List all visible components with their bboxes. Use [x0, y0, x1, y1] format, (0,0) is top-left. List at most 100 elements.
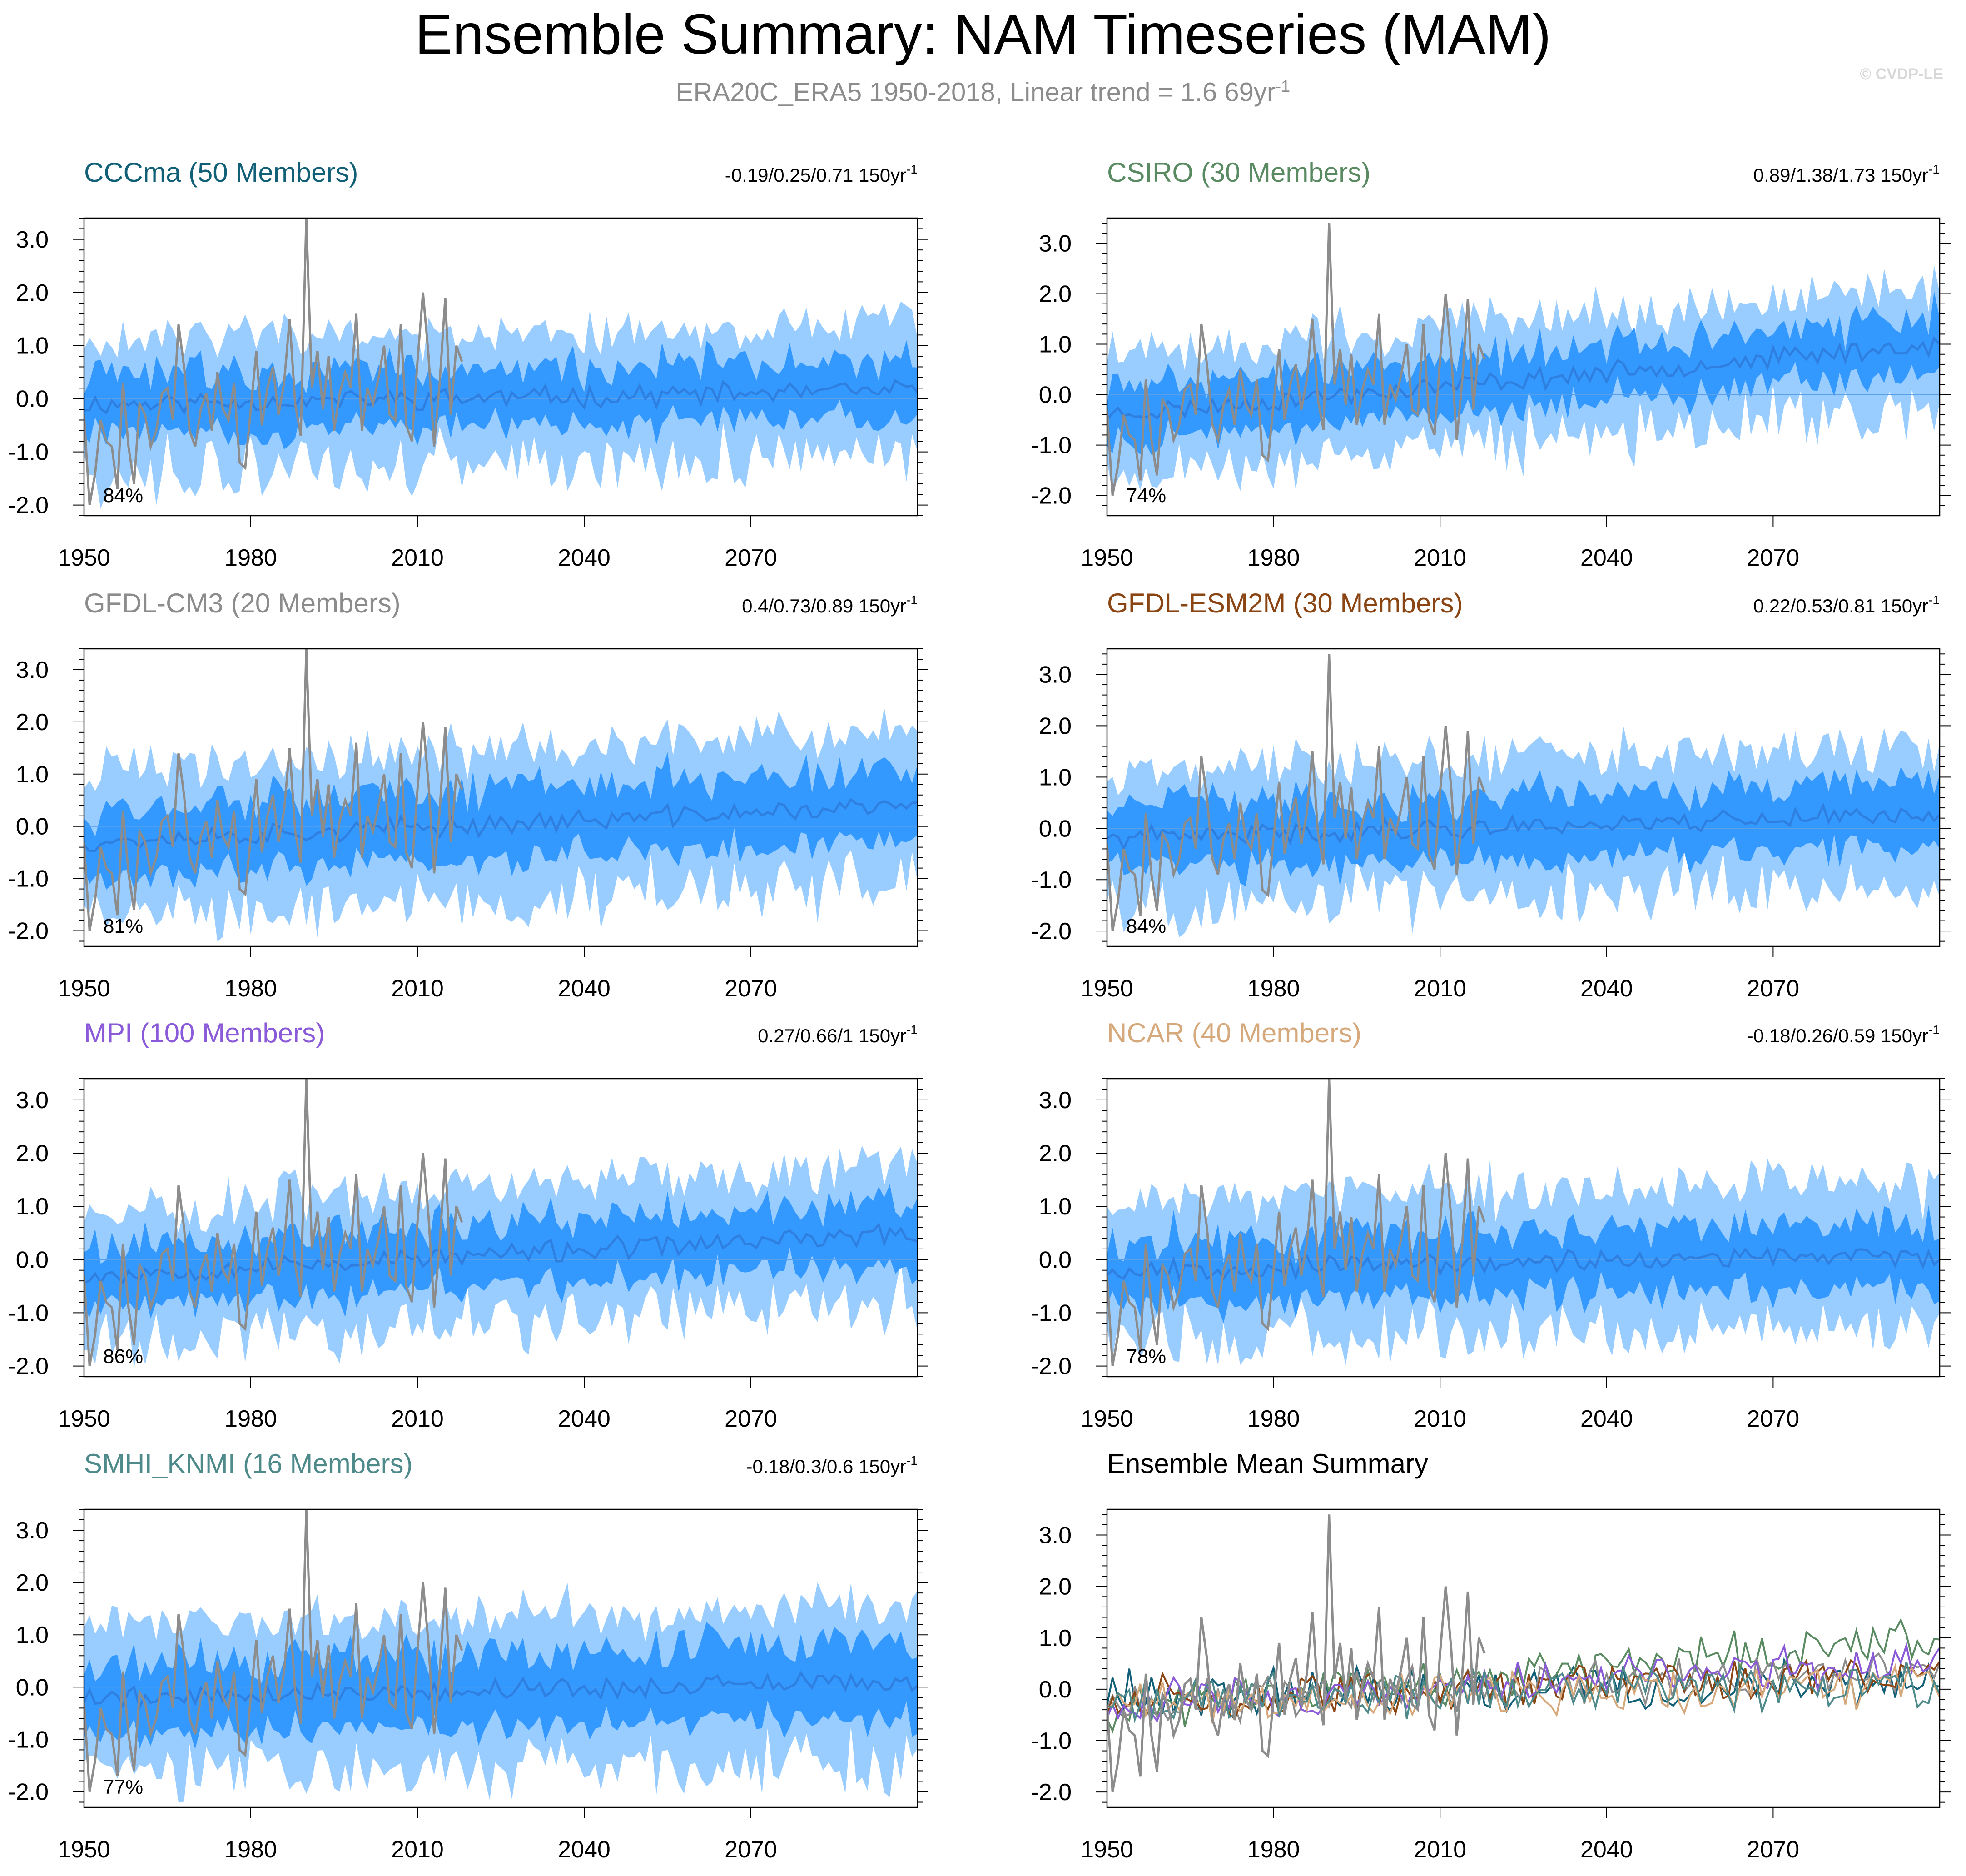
y-axis: 3.0 2.0 1.0 0.0 -1.0 -2.0 [8, 1078, 928, 1380]
y-axis: 3.0 2.0 1.0 0.0 -1.0 -2.0 [8, 648, 928, 945]
y-tick-label: 2.0 [1039, 281, 1072, 308]
chart-panel: 3.0 2.0 1.0 0.0 -1.0 -2.0 1950 1980 2010 2040 2070… [1031, 588, 1951, 1002]
trend-label-superscript: -1 [906, 162, 918, 176]
panel-title: CSIRO (30 Members) [1107, 157, 1370, 188]
y-tick-label: 3.0 [1039, 1523, 1072, 1549]
x-tick-label: 2070 [725, 1836, 777, 1863]
y-tick-label: 1.0 [16, 1622, 49, 1648]
x-tick-label: 2070 [725, 975, 777, 1002]
observation-line [84, 1509, 463, 1792]
y-tick-label: 3.0 [16, 1518, 49, 1544]
x-tick-label: 1950 [1081, 975, 1133, 1002]
y-tick-label: 2.0 [16, 280, 49, 306]
x-tick-label: 2010 [391, 1406, 444, 1432]
percent-label: 78% [1126, 1345, 1166, 1368]
y-axis: 3.0 2.0 1.0 0.0 -1.0 -2.0 [1031, 1514, 1951, 1806]
series-line-mpi [1107, 1642, 1940, 1723]
percent-label: 81% [103, 915, 143, 937]
x-tick-label: 2040 [558, 545, 611, 571]
inner-spread-band [84, 1184, 918, 1319]
x-axis: 1950 1980 2010 2040 2070 [58, 516, 777, 571]
y-tick-label: 0.0 [16, 1247, 49, 1273]
y-tick-label: -1.0 [1031, 867, 1072, 893]
x-tick-label: 1980 [224, 1836, 277, 1863]
trend-label-text: 0.27/0.66/1 150yr [758, 1025, 906, 1046]
y-axis: 3.0 2.0 1.0 0.0 -1.0 -2.0 [1031, 653, 1951, 945]
x-tick-label: 1950 [1081, 1836, 1133, 1863]
y-tick-label: 1.0 [16, 1194, 49, 1220]
observation-line [1107, 654, 1486, 931]
x-axis: 1950 1980 2010 2040 2070 [58, 1807, 777, 1863]
y-axis: 3.0 2.0 1.0 0.0 -1.0 -2.0 [8, 1509, 928, 1805]
y-tick-label: 3.0 [1039, 662, 1072, 688]
y-tick-label: -2.0 [8, 918, 49, 945]
x-tick-label: 1950 [1081, 1406, 1133, 1432]
y-tick-label: -1.0 [8, 439, 49, 466]
y-tick-label: -2.0 [8, 493, 49, 519]
x-tick-label: 2040 [1580, 1836, 1633, 1863]
percent-label: 74% [1126, 484, 1166, 507]
x-tick-label: 2010 [1414, 545, 1466, 571]
x-axis: 1950 1980 2010 2040 2070 [1081, 1377, 1799, 1432]
ensemble-mean-line [84, 1671, 918, 1710]
y-tick-label: -1.0 [1031, 1728, 1072, 1754]
x-tick-label: 2040 [558, 975, 611, 1002]
x-tick-label: 2070 [1747, 1406, 1800, 1432]
x-tick-label: 2040 [1580, 545, 1633, 571]
trend-label: 0.4/0.73/0.89 150yr-1 [742, 593, 918, 617]
plot-area [1107, 1079, 1940, 1367]
trend-label-text: 0.89/1.38/1.73 150yr [1753, 164, 1928, 186]
x-tick-label: 1980 [224, 545, 277, 571]
inner-spread-band [1107, 766, 1940, 887]
y-tick-label: 2.0 [1039, 713, 1072, 739]
y-tick-label: 3.0 [1039, 231, 1072, 257]
x-tick-label: 2010 [1414, 1406, 1466, 1432]
panel-title: NCAR (40 Members) [1107, 1018, 1361, 1048]
y-tick-label: -1.0 [8, 1727, 49, 1753]
y-tick-label: 1.0 [16, 333, 49, 359]
plot-frame [83, 648, 918, 947]
y-tick-label: -2.0 [8, 1779, 49, 1805]
series-line-gfdl-esm2m [1107, 1658, 1940, 1721]
x-tick-label: 2040 [558, 1406, 611, 1432]
observation-line [84, 218, 463, 506]
y-tick-label: 0.0 [16, 1674, 49, 1701]
y-tick-label: 0.0 [1039, 382, 1072, 408]
chart-panel: 3.0 2.0 1.0 0.0 -1.0 -2.0 1950 1980 2010 2040 2070… [1031, 1448, 1951, 1863]
x-tick-label: 1980 [1247, 1836, 1300, 1863]
x-tick-label: 2070 [1747, 975, 1800, 1002]
panel-title: GFDL-CM3 (20 Members) [84, 588, 401, 618]
percent-label: 86% [103, 1345, 143, 1368]
ensemble-mean-line [1107, 802, 1940, 851]
trend-label-superscript: -1 [906, 1453, 918, 1468]
observation-line [84, 649, 463, 931]
observation-line [1107, 1514, 1486, 1792]
y-tick-label: 2.0 [16, 1570, 49, 1596]
page-title: Ensemble Summary: NAM Timeseries (MAM) [415, 3, 1551, 66]
trend-label-text: 0.4/0.73/0.89 150yr [742, 595, 906, 617]
panel-title: GFDL-ESM2M (30 Members) [1107, 588, 1463, 618]
chart-panel: 3.0 2.0 1.0 0.0 -1.0 -2.0 1950 1980 2010 2040 2070… [8, 588, 928, 1002]
chart-panel: 3.0 2.0 1.0 0.0 -1.0 -2.0 1950 1980 2010 2040 2070… [8, 157, 928, 571]
y-tick-label: 0.0 [1039, 1247, 1072, 1273]
x-axis: 1950 1980 2010 2040 2070 [58, 946, 777, 1002]
trend-label-superscript: -1 [906, 1023, 918, 1037]
ensemble-mean-line [1107, 1246, 1940, 1283]
x-tick-label: 1980 [224, 975, 277, 1002]
x-tick-label: 2070 [725, 545, 777, 571]
x-tick-label: 2010 [1414, 1836, 1466, 1863]
y-tick-label: 3.0 [16, 1087, 49, 1114]
panel-title: SMHI_KNMI (16 Members) [84, 1448, 412, 1479]
plot-frame [1106, 217, 1941, 517]
panel-title: MPI (100 Members) [84, 1018, 325, 1048]
series-line-csiro [1107, 1618, 1940, 1734]
y-tick-label: -2.0 [1031, 1354, 1072, 1380]
y-tick-label: 2.0 [16, 1140, 49, 1167]
trend-label-superscript: -1 [1928, 162, 1940, 176]
trend-label-text: -0.19/0.25/0.71 150yr [725, 164, 906, 186]
x-tick-label: 2040 [1580, 1406, 1633, 1432]
y-tick-label: 1.0 [1039, 764, 1072, 791]
x-tick-label: 1980 [1247, 545, 1300, 571]
plot-area [84, 1079, 918, 1368]
